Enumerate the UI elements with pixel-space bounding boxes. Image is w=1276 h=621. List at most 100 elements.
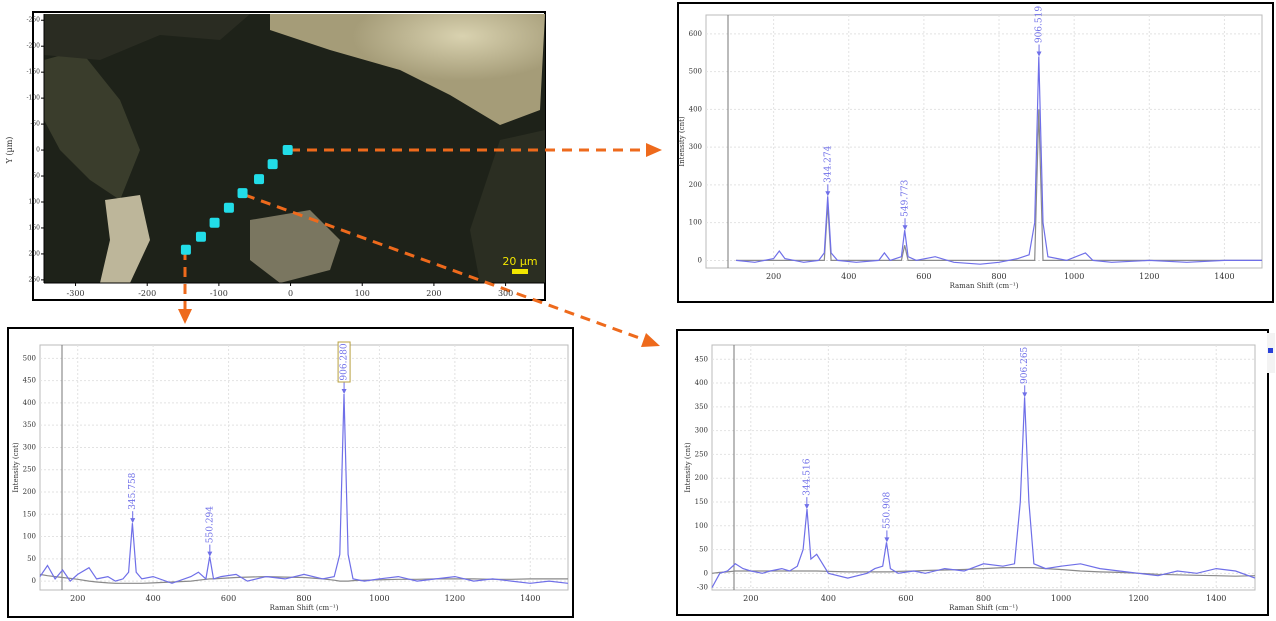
y-axis-title: Intensity (cnt) <box>12 442 20 493</box>
arrow-head <box>641 333 660 347</box>
spectrum-line <box>711 567 1256 577</box>
peak-label: 344.516 <box>802 458 812 495</box>
x-tick-label: -300 <box>67 289 85 298</box>
x-tick-label: 100 <box>355 289 370 298</box>
sample-point <box>180 244 191 255</box>
y-tick-label: 0 <box>698 256 702 264</box>
grain <box>44 50 140 200</box>
sample-point <box>209 217 220 228</box>
peak-label: 549.773 <box>901 179 911 216</box>
grain <box>250 210 340 283</box>
x-tick-label: 800 <box>296 594 311 603</box>
y-tick-label: 50 <box>27 555 36 563</box>
y-axis-title: Intensity (cnt) <box>678 116 686 167</box>
sample-point <box>267 159 278 170</box>
arrow <box>244 193 646 342</box>
sample-point <box>237 188 248 199</box>
y-tick-label: 200 <box>29 250 41 257</box>
x-tick-label: 600 <box>221 594 236 603</box>
x-tick-label: -200 <box>138 289 156 298</box>
y-tick-label: 600 <box>689 30 702 38</box>
y-tick-label: -50 <box>30 121 40 128</box>
y-axis-title: Intensity (cnt) <box>684 442 692 493</box>
x-tick-label: 0 <box>288 289 293 298</box>
peak-label: 550.908 <box>882 492 892 529</box>
x-tick-label: 300 <box>498 289 513 298</box>
y-tick-label: 100 <box>695 522 708 530</box>
y-tick-label: 150 <box>695 498 708 506</box>
grain <box>470 130 545 283</box>
y-tick-label: -100 <box>27 95 41 102</box>
x-tick-label: 1400 <box>1214 272 1234 281</box>
scale-bar-label: 20 µm <box>502 255 537 268</box>
peak-label: 550.294 <box>205 506 215 543</box>
plot-area <box>705 14 1263 269</box>
x-tick-label: 200 <box>426 289 441 298</box>
x-tick-label: 600 <box>898 594 913 603</box>
y-tick-label: 400 <box>689 105 702 113</box>
peak-label: 906.280 <box>340 343 350 380</box>
y-tick-label: 50 <box>32 173 40 180</box>
y-tick-label: 500 <box>689 68 702 76</box>
peak-label: 344.274 <box>823 145 833 182</box>
spectrum-line <box>736 56 1262 265</box>
x-tick-label: 1200 <box>1128 594 1148 603</box>
y-tick-label: 250 <box>29 276 41 283</box>
y-tick-label: 400 <box>23 399 36 407</box>
y-tick-label: 150 <box>29 224 41 231</box>
bright-grain <box>270 14 545 125</box>
y-tick-label: 450 <box>23 377 36 385</box>
x-tick-label: 600 <box>916 272 931 281</box>
y-tick-label: 250 <box>695 450 708 458</box>
y-tick-label: 100 <box>689 219 702 227</box>
peak-pointer-head <box>884 537 890 543</box>
x-axis-title: Raman Shift (cm⁻¹) <box>950 282 1019 290</box>
y-tick-label: 350 <box>695 403 708 411</box>
y-tick-label: -30 <box>697 584 708 592</box>
x-tick-label: 1000 <box>1051 594 1071 603</box>
arrow-head <box>178 309 192 324</box>
y-tick-label: 0 <box>704 569 708 577</box>
spectrum-line <box>39 573 568 584</box>
y-tick-label: 300 <box>23 443 36 451</box>
sample-point <box>195 231 206 242</box>
x-tick-label: 800 <box>991 272 1006 281</box>
peak-label: 906.519 <box>1035 6 1045 43</box>
y-tick-label: 300 <box>689 143 702 151</box>
x-axis-title: Raman Shift (cm⁻¹) <box>270 604 339 612</box>
x-axis-title: Raman Shift (cm⁻¹) <box>949 604 1018 612</box>
spectrum-line <box>39 393 569 584</box>
peak-pointer-head <box>1022 392 1028 398</box>
peak-pointer-head <box>804 504 810 510</box>
y-tick-label: 300 <box>695 427 708 435</box>
x-tick-label: 1000 <box>1064 272 1084 281</box>
y-tick-label: 250 <box>23 466 36 474</box>
spectrum-line <box>711 397 1256 588</box>
y-tick-label: 100 <box>29 198 41 205</box>
arrow-head <box>646 143 662 157</box>
sample-point <box>254 174 265 185</box>
y-tick-label: 0 <box>32 577 36 585</box>
y-tick-label: 150 <box>23 510 36 518</box>
peak-pointer-head <box>207 551 213 557</box>
grain <box>100 195 150 283</box>
y-tick-label: -200 <box>27 43 41 50</box>
x-tick-label: 200 <box>743 594 758 603</box>
toolbar-icon[interactable] <box>1268 348 1273 353</box>
y-axis-title: Y (µm) <box>5 137 14 165</box>
x-tick-label: -100 <box>210 289 228 298</box>
peak-label: 906.265 <box>1020 346 1030 383</box>
y-tick-label: 50 <box>699 546 708 554</box>
micrograph <box>44 14 545 283</box>
x-tick-label: 1000 <box>369 594 389 603</box>
peak-pointer-head <box>341 389 347 394</box>
peak-label: 345.758 <box>128 472 138 509</box>
peak-label-box <box>337 341 351 383</box>
scale-bar <box>512 269 528 274</box>
x-tick-label: 1200 <box>1139 272 1159 281</box>
y-tick-label: 500 <box>23 354 36 362</box>
x-tick-label: 1400 <box>1206 594 1226 603</box>
x-tick-label: 400 <box>841 272 856 281</box>
x-tick-label: 200 <box>766 272 781 281</box>
